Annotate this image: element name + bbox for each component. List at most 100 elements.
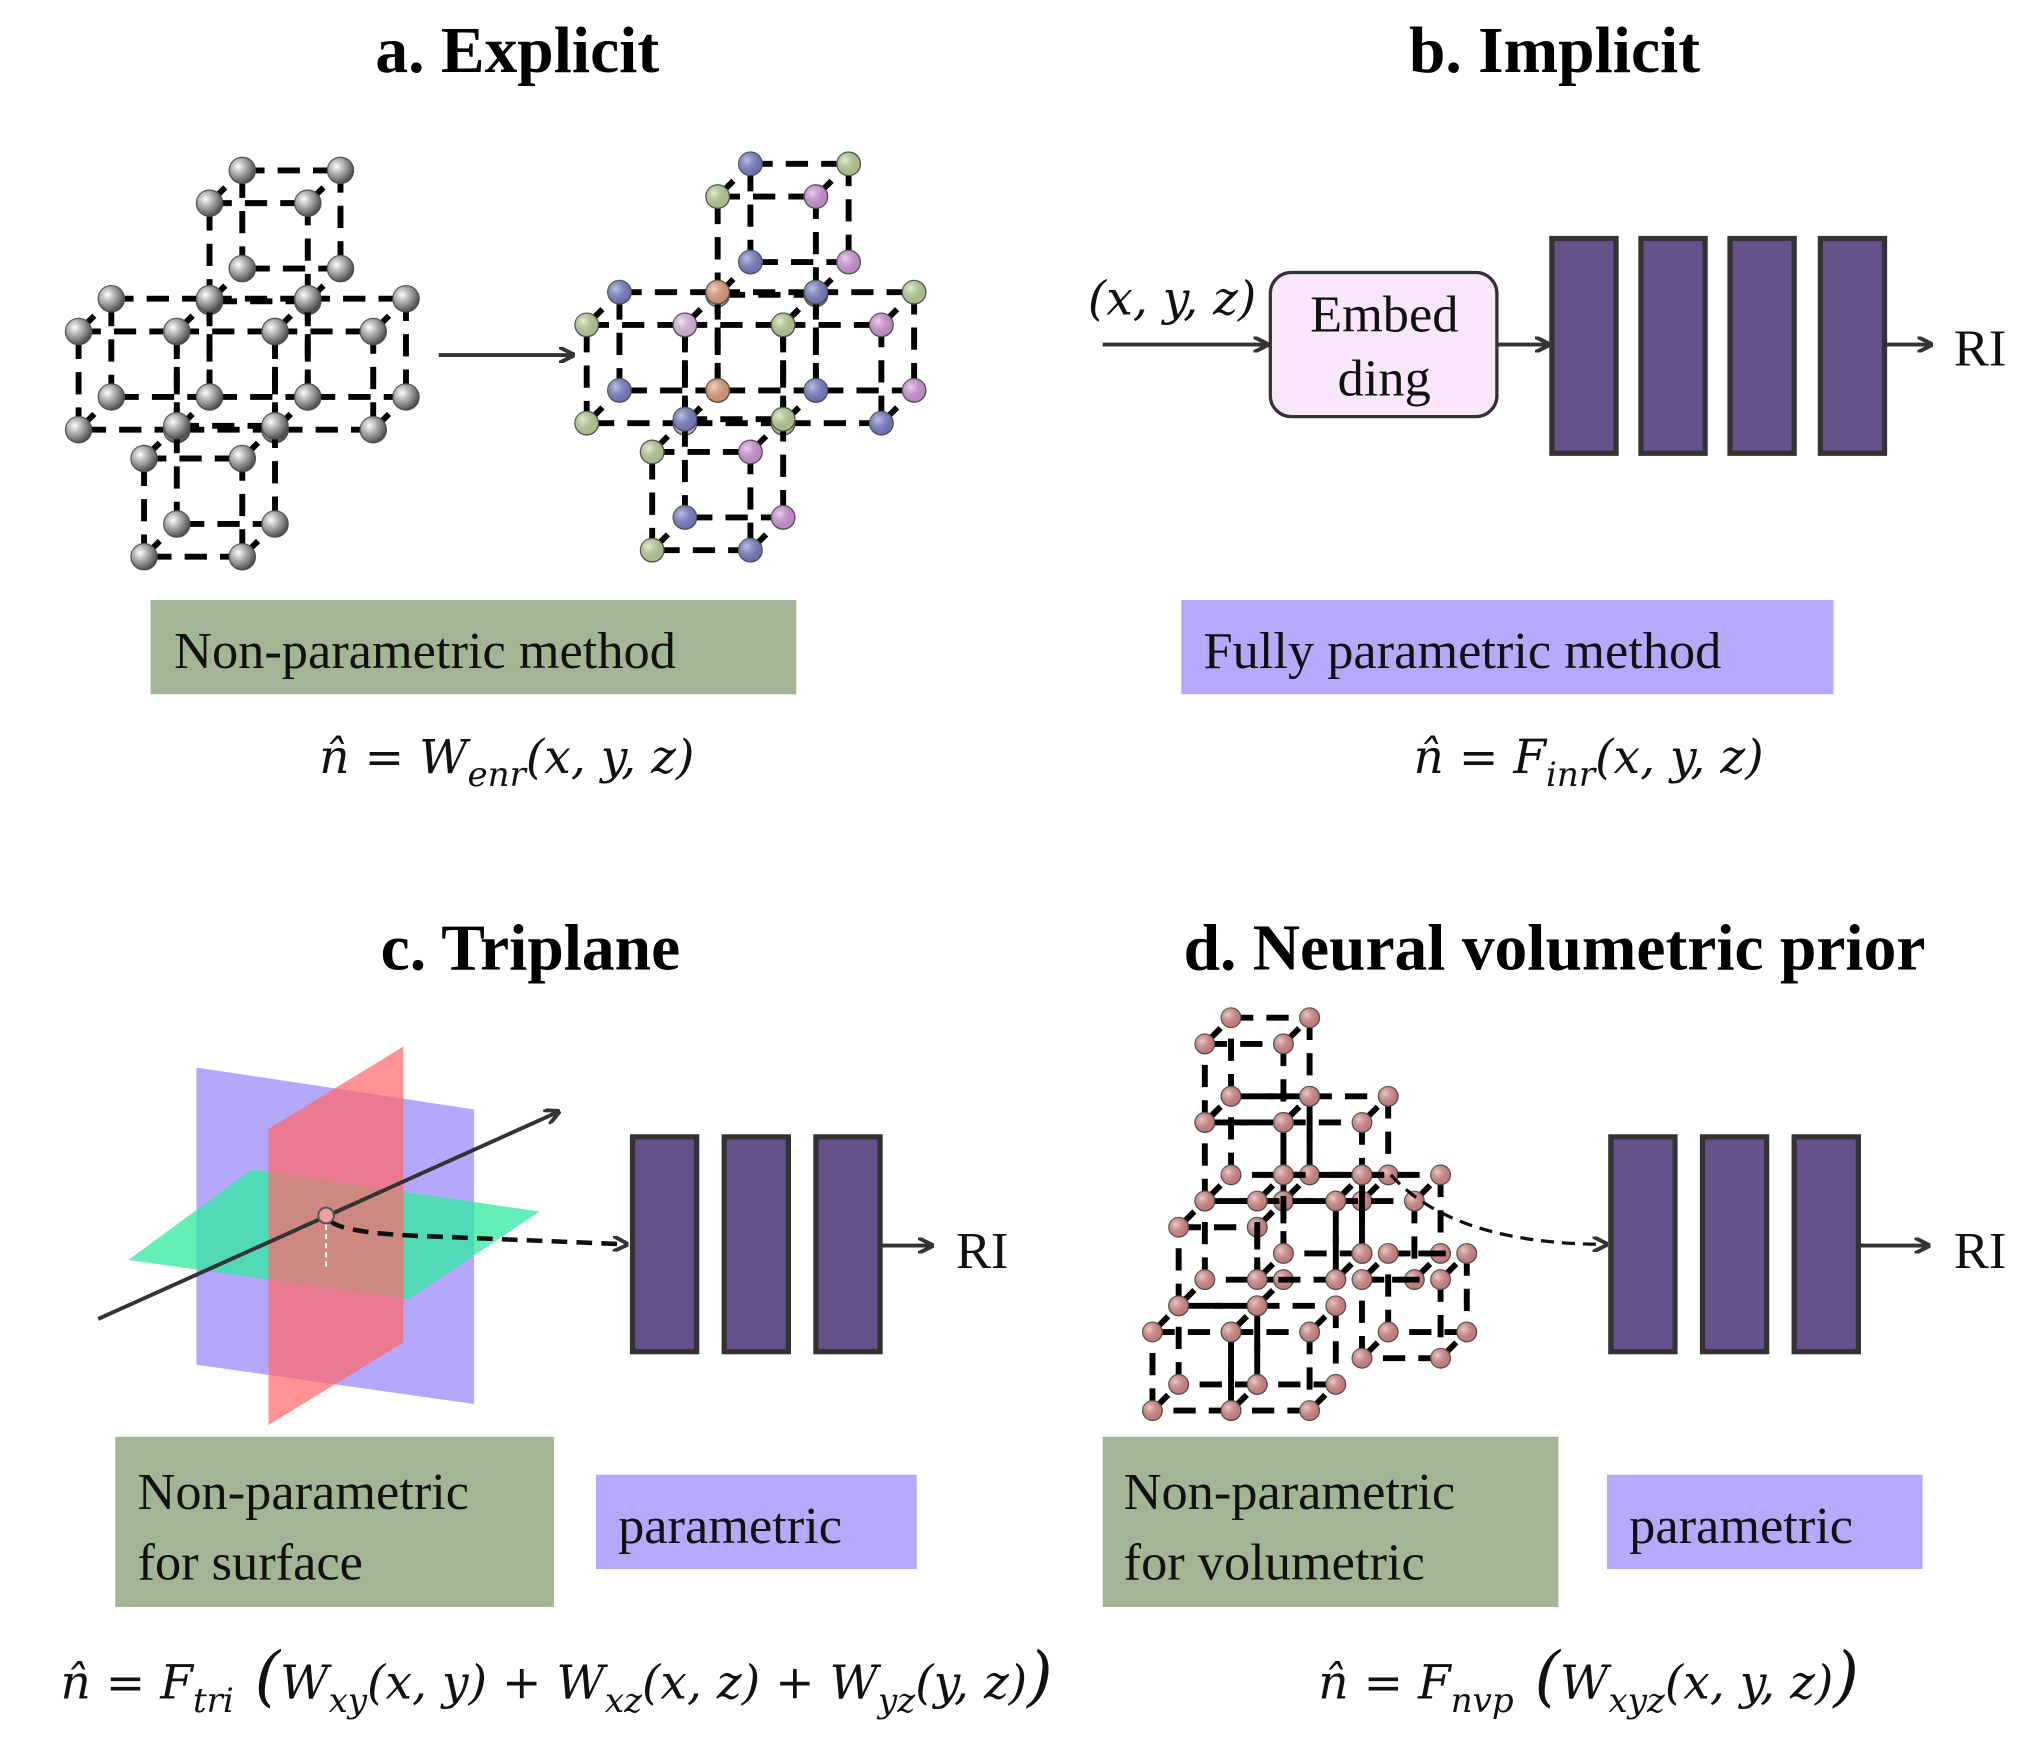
output-ri: RI (956, 1222, 1008, 1280)
feature-dashed-arrow (1389, 1173, 1606, 1244)
grid-node-shading (196, 285, 223, 312)
nonparametric-label-line2: for volumetric (1124, 1534, 1425, 1592)
grid-node-shading (640, 440, 664, 464)
grid-node-shading (229, 255, 256, 282)
grid-node-shading (771, 313, 795, 337)
grid-node-shading (294, 190, 321, 217)
nonparametric-label-line2: for surface (138, 1534, 363, 1592)
grid-node-shading (1378, 1165, 1399, 1185)
grid-node-shading (1352, 1165, 1372, 1185)
grid-node-shading (360, 318, 387, 345)
grid-node-shading (196, 383, 223, 411)
grid-node-shading (1378, 1322, 1399, 1342)
grid-node-shading (229, 157, 256, 184)
grid-node-shading (869, 313, 894, 337)
parametric-label: parametric (618, 1497, 842, 1555)
grid-node-shading (1168, 1217, 1189, 1238)
grid-node-shading (1378, 1243, 1399, 1264)
mlp-layer (1638, 235, 1708, 456)
grid-node-shading (771, 505, 795, 530)
grid-node-shading (607, 280, 632, 304)
grid-node-shading (98, 383, 125, 411)
panel-c-title: c. Triplane (381, 912, 680, 984)
grid-node-shading (1299, 1007, 1320, 1028)
mlp-layer (1791, 1134, 1861, 1355)
embedding-label-line2: ding (1338, 350, 1431, 408)
grid-node-shading (1247, 1269, 1268, 1290)
grid-node-shading (1195, 1112, 1215, 1133)
grid-node-shading (804, 184, 828, 209)
nonparametric-label-line1: Non-parametric (1124, 1463, 1456, 1521)
grid-node-shading (738, 440, 763, 464)
grid-node-shading (392, 383, 420, 411)
mlp-layer (813, 1134, 883, 1355)
grid-node-shading (673, 313, 697, 337)
grid-node-shading (1221, 1086, 1241, 1107)
parametric-label: parametric (1629, 1497, 1853, 1555)
grid-node-shading (1378, 1086, 1399, 1107)
grid-node-shading (294, 285, 321, 312)
grid-node-shading (196, 190, 223, 217)
grid-node-shading (1221, 1400, 1241, 1421)
grid-node-shading (130, 543, 158, 570)
grid-node-shading (1299, 1165, 1320, 1185)
grid-node-shading (1247, 1191, 1268, 1211)
formula-explicit: n̂ = Wenr(x, y, z) (319, 730, 694, 795)
grid-node-shading (229, 543, 256, 570)
grid-node-shading (804, 378, 828, 403)
grid-node-shading (1352, 1269, 1372, 1290)
nonparametric-surface-box (115, 1436, 554, 1608)
grid-node-shading (163, 412, 190, 439)
grid-node-shading (1142, 1400, 1163, 1421)
mlp-layer (1699, 1134, 1770, 1355)
grid-node-shading (1352, 1348, 1372, 1369)
grid-node-shading (1430, 1269, 1451, 1290)
grid-node-shading (360, 416, 387, 443)
grid-node-shading (392, 285, 420, 312)
grid-node-shading (130, 445, 158, 472)
grid-node-shading (836, 250, 861, 274)
grid-node-shading (804, 280, 828, 304)
fully-parametric-label: Fully parametric method (1204, 622, 1722, 680)
panel-d-title: d. Neural volumetric prior (1184, 912, 1926, 984)
grid-node-shading (1299, 1322, 1320, 1342)
grid-node-shading (1456, 1243, 1477, 1264)
mlp-layer (1727, 235, 1797, 456)
grid-node-shading (1325, 1191, 1346, 1211)
grid-node-shading (327, 157, 354, 184)
sample-point (317, 1206, 335, 1225)
output-ri: RI (1954, 1222, 2006, 1280)
panel-b-title: b. Implicit (1409, 15, 1700, 87)
feature-dashed-arrow (328, 1218, 626, 1245)
grid-node-shading (902, 378, 926, 403)
mlp-layer (1817, 235, 1888, 456)
grid-node-shading (738, 250, 763, 274)
formula-implicit: n̂ = Finr(x, y, z) (1414, 730, 1764, 795)
grid-node-shading (1142, 1322, 1163, 1342)
grid-node-shading (327, 255, 354, 282)
volumetric-grid-lattice (1141, 1007, 1478, 1422)
grid-node-shading (738, 152, 763, 176)
grid-node-shading (1430, 1348, 1451, 1369)
mlp-layer (1608, 1134, 1678, 1355)
grid-node-shading (574, 313, 599, 337)
grid-node-shading (1168, 1296, 1189, 1316)
grid-node-shading (836, 152, 861, 176)
nonparametric-method-box (150, 599, 797, 695)
plane-yz (268, 1046, 404, 1426)
feature-grid-lattice (574, 151, 927, 563)
grid-node-shading (738, 538, 763, 562)
grid-node-shading (1221, 1007, 1241, 1028)
grid-node-shading (65, 416, 92, 443)
grid-node-shading (1404, 1191, 1425, 1211)
grid-node-shading (1325, 1296, 1346, 1316)
grid-node-shading (163, 510, 190, 538)
grid-node-shading (869, 411, 894, 435)
grid-node-shading (771, 407, 795, 432)
nonparametric-volumetric-box (1102, 1436, 1559, 1608)
grid-node-shading (1299, 1086, 1320, 1107)
grid-node-shading (229, 445, 256, 472)
grid-node-shading (261, 318, 289, 345)
grid-node-shading (902, 280, 926, 304)
